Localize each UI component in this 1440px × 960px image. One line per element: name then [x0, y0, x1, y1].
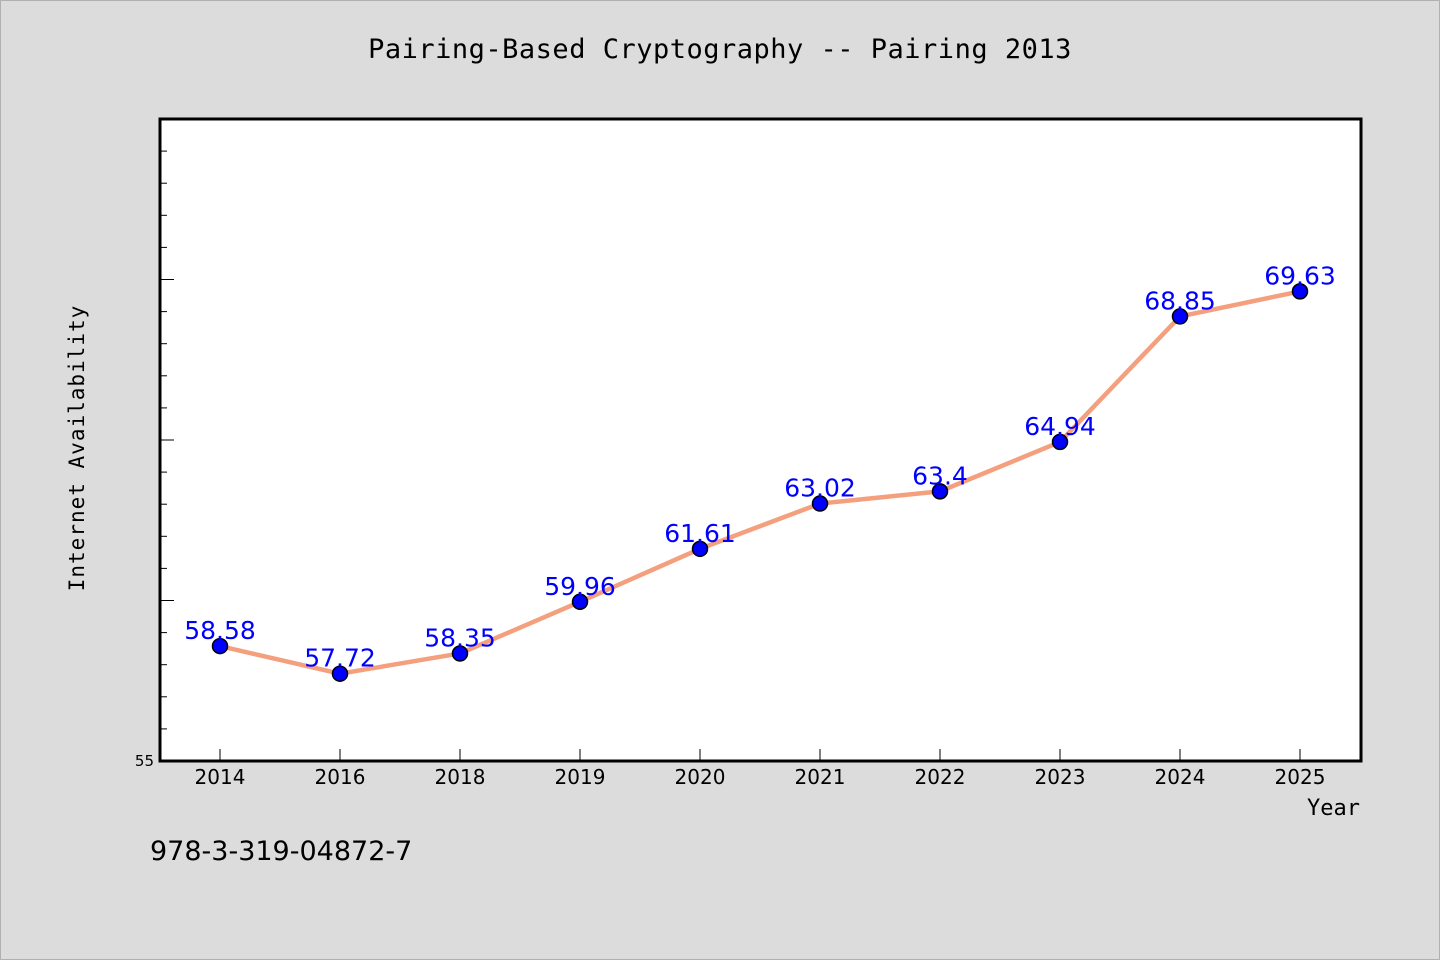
y-axis-ticks: 55 [135, 118, 174, 770]
x-tick-label: 2022 [915, 765, 966, 789]
data-point [1291, 283, 1309, 300]
x-tick-label: 2023 [1035, 765, 1086, 789]
data-point [1171, 308, 1189, 325]
data-label: 64.94 [1024, 412, 1096, 441]
x-tick-label: 2016 [315, 765, 366, 789]
data-point [811, 495, 829, 512]
data-point [211, 637, 229, 655]
data-point [931, 483, 949, 500]
data-label: 59.96 [544, 572, 616, 601]
x-tick-label: 2014 [195, 765, 246, 789]
x-axis-ticks: 2014 2016 2018 2019 2020 2021 2022 2023 2024 2025 [195, 749, 1326, 789]
data-markers [211, 283, 1309, 682]
y-tick-label: 55 [135, 752, 154, 770]
data-label: 68.85 [1144, 286, 1216, 315]
isbn-note: 978-3-319-04872-7 [150, 836, 413, 867]
x-tick-label: 2020 [675, 765, 726, 789]
data-point [451, 645, 469, 662]
x-axis-label: Year [1307, 796, 1360, 821]
chart-title: Pairing-Based Cryptography -- Pairing 20… [368, 34, 1072, 65]
x-tick-label: 2024 [1155, 765, 1206, 789]
data-point [691, 540, 709, 558]
plot-area [158, 117, 1363, 763]
data-label: 57.72 [304, 644, 376, 673]
data-label: 63.4 [912, 461, 968, 490]
data-label: 63.02 [784, 474, 856, 503]
data-label: 61.61 [664, 519, 736, 548]
series-line [219, 289, 1301, 676]
x-tick-label: 2019 [555, 765, 606, 789]
data-label: 58.58 [184, 616, 256, 645]
data-point [1051, 433, 1069, 451]
x-tick-label: 2018 [435, 765, 486, 789]
data-label: 58.35 [424, 623, 496, 652]
x-tick-label: 2021 [795, 765, 846, 789]
data-label: 69.63 [1264, 261, 1336, 290]
x-tick-label: 2025 [1275, 765, 1326, 789]
data-point [571, 593, 589, 611]
data-labels: 58.58 57.72 58.35 59.96 61.61 63.02 63.4 64.94 6… [184, 261, 1336, 672]
data-point [331, 665, 349, 682]
